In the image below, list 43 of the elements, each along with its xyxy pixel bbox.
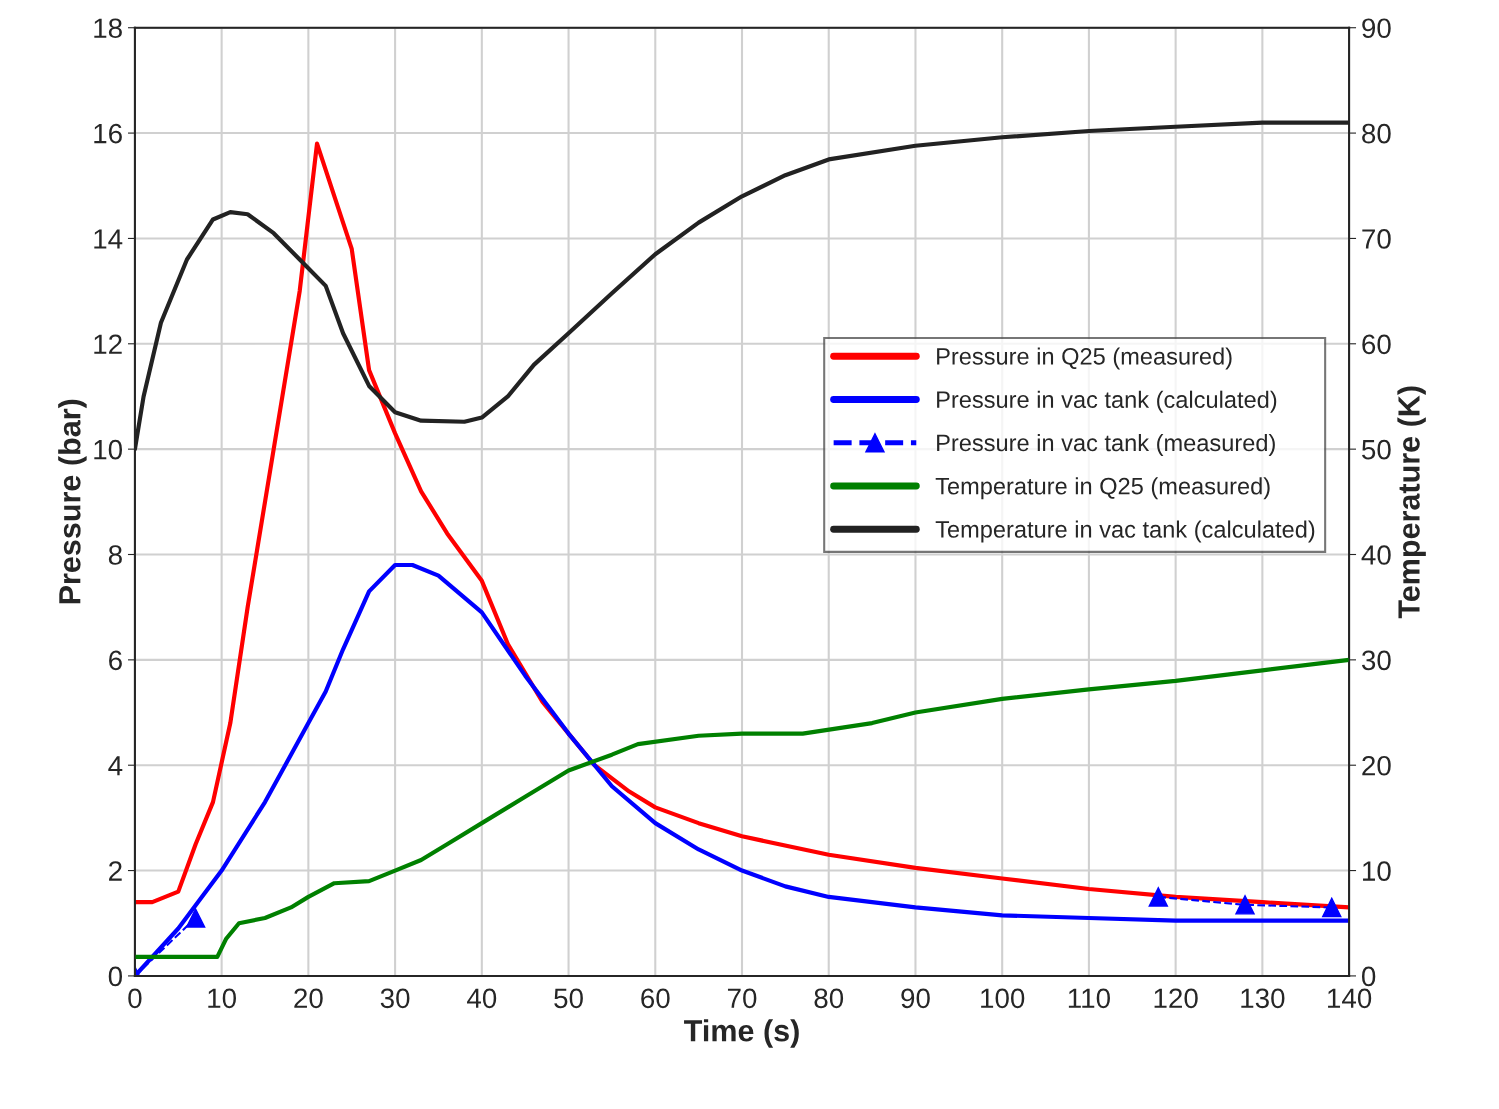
- x-tick-label: 120: [1154, 988, 1198, 1009]
- y2-tick-label: 40: [1361, 545, 1391, 565]
- y2-tick-label: 50: [1362, 439, 1391, 460]
- y2-tick-label: 0: [1361, 966, 1376, 987]
- y-tick-label: 16: [94, 123, 122, 144]
- x-tick-label: 90: [901, 988, 930, 1009]
- x-tick-label: 0: [128, 988, 142, 1009]
- x-tick-label: 110: [1068, 988, 1110, 1009]
- x-tick-label: 30: [380, 988, 410, 1009]
- x-tick-label: 20: [294, 988, 323, 1009]
- y-tick-label: 2: [109, 861, 122, 881]
- x-tick-label: 130: [1241, 988, 1285, 1009]
- y2-tick-label: 60: [1362, 334, 1391, 355]
- y2-tick-label: 80: [1362, 123, 1391, 144]
- y2-tick-label: 20: [1362, 755, 1391, 776]
- y2-axis-title: Temperature (K): [1397, 386, 1426, 619]
- x-tick-label: 50: [554, 988, 583, 1009]
- y2-tick-label: 90: [1362, 18, 1391, 39]
- y-tick-label: 6: [109, 650, 122, 671]
- y2-tick-label: 10: [1363, 861, 1391, 881]
- x-axis-title: Time (s): [684, 1019, 799, 1048]
- y-tick-label: 0: [108, 966, 123, 987]
- x-tick-label: 100: [981, 988, 1025, 1009]
- x-tick-label: 80: [814, 988, 844, 1009]
- x-tick-label: 10: [208, 988, 236, 1009]
- y2-tick-label: 70: [1362, 229, 1391, 249]
- legend-label: Temperature in vac tank (calculated): [935, 520, 1315, 543]
- y2-tick-label: 30: [1361, 650, 1391, 671]
- x-tick-label: 60: [641, 988, 670, 1009]
- y-tick-label: 12: [94, 334, 122, 354]
- legend-label: Pressure in Q25 (measured): [937, 347, 1232, 370]
- y-tick-label: 10: [94, 439, 123, 460]
- legend-label: Temperature in Q25 (measured): [935, 477, 1270, 500]
- x-tick-label: 40: [467, 988, 497, 1009]
- y-tick-label: 18: [94, 18, 122, 39]
- y-tick-label: 14: [94, 229, 123, 249]
- y-axis-title: Pressure (bar): [58, 399, 87, 604]
- x-tick-label: 140: [1328, 988, 1372, 1009]
- legend-label: Pressure in vac tank (measured): [937, 433, 1275, 456]
- y-tick-label: 8: [108, 545, 122, 565]
- y-tick-label: 4: [108, 756, 123, 776]
- x-tick-label: 70: [727, 988, 757, 1009]
- legend-label: Pressure in vac tank (calculated): [937, 390, 1277, 413]
